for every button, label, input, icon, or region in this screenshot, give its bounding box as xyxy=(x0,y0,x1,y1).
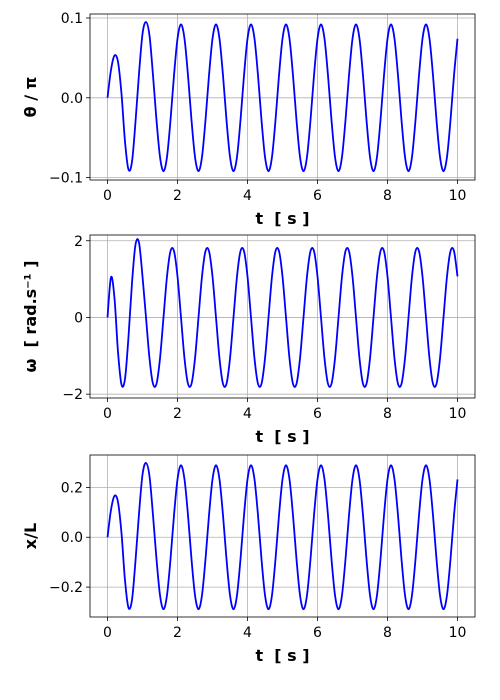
y-tick-label: 0.0 xyxy=(61,530,83,546)
x-axis-label: t [ s ] xyxy=(255,209,309,228)
x-tick-label: 4 xyxy=(243,188,252,204)
y-tick-label: 2 xyxy=(74,234,83,250)
y-tick-label: 0.2 xyxy=(61,480,83,496)
y-axis-label: ω [ rad.s⁻¹ ] xyxy=(21,260,40,372)
axes-frame xyxy=(89,454,476,618)
subplot: 0 2 4 6 8 10 −0.2 0.0 0.2 t [ s ] x/L xyxy=(21,454,476,665)
x-tick-label: 10 xyxy=(449,625,467,641)
x-axis-label: t [ s ] xyxy=(255,646,309,665)
subplot: 0 2 4 6 8 10 −0.1 0.0 0.1 t [ s ] θ / π xyxy=(21,11,476,228)
x-tick-label: 2 xyxy=(173,406,182,422)
data-line xyxy=(106,238,459,388)
data-line xyxy=(106,21,459,173)
axes-frame xyxy=(89,234,476,399)
y-tick-label: 0.0 xyxy=(61,91,83,107)
x-tick-label: 0 xyxy=(103,625,112,641)
x-tick-label: 4 xyxy=(243,625,252,641)
subplot: 0 2 4 6 8 10 −2 0 2 t [ s ] ω [ rad.s⁻¹ ] xyxy=(21,234,476,446)
x-tick-label: 2 xyxy=(173,188,182,204)
x-tick-label: 0 xyxy=(103,188,112,204)
y-tick-label: −0.2 xyxy=(49,580,83,596)
y-tick-label: −0.1 xyxy=(49,171,83,187)
x-tick-label: 8 xyxy=(383,188,392,204)
x-tick-label: 0 xyxy=(103,406,112,422)
data-line xyxy=(106,462,459,611)
y-axis-label: x/L xyxy=(21,523,40,549)
x-tick-label: 8 xyxy=(383,406,392,422)
x-tick-label: 6 xyxy=(313,188,322,204)
x-axis-label: t [ s ] xyxy=(255,427,309,446)
x-tick-label: 8 xyxy=(383,625,392,641)
x-tick-label: 6 xyxy=(313,625,322,641)
x-tick-label: 10 xyxy=(449,188,467,204)
y-tick-label: 0.1 xyxy=(61,11,83,27)
y-tick-label: −2 xyxy=(62,387,83,403)
y-axis-label: θ / π xyxy=(21,77,40,118)
y-tick-label: 0 xyxy=(74,310,83,326)
axes-frame xyxy=(89,13,476,181)
x-tick-label: 2 xyxy=(173,625,182,641)
x-tick-label: 10 xyxy=(449,406,467,422)
x-tick-label: 4 xyxy=(243,406,252,422)
x-tick-label: 6 xyxy=(313,406,322,422)
